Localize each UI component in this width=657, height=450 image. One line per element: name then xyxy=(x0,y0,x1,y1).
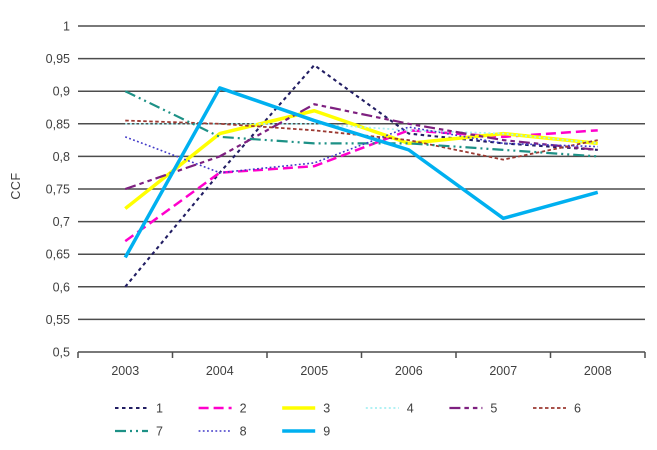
series-line-3 xyxy=(124,109,598,210)
legend-label-1: 1 xyxy=(156,402,163,416)
series-line-8 xyxy=(124,126,598,174)
series-line-7 xyxy=(124,90,598,158)
x-tick-label: 2005 xyxy=(300,364,328,378)
y-tick-label: 0,85 xyxy=(46,117,70,131)
series-line-5 xyxy=(124,103,598,191)
x-tick-label: 2006 xyxy=(395,364,423,378)
x-tick-label: 2007 xyxy=(489,364,517,378)
legend-label-3: 3 xyxy=(323,402,330,416)
legend-label-5: 5 xyxy=(490,402,497,416)
y-tick-label: 0,6 xyxy=(53,280,70,294)
series-line-2 xyxy=(124,129,598,243)
y-tick-label: 0,65 xyxy=(46,248,70,262)
y-tick-label: 0,8 xyxy=(53,150,70,164)
legend-label-7: 7 xyxy=(156,425,163,439)
x-tick-label: 2004 xyxy=(206,364,234,378)
y-tick-label: 1 xyxy=(63,20,70,34)
y-tick-label: 0,55 xyxy=(46,313,70,327)
y-tick-label: 0,75 xyxy=(46,183,70,197)
legend-label-8: 8 xyxy=(240,425,247,439)
y-axis-title: CCF xyxy=(9,172,23,200)
legend-label-6: 6 xyxy=(574,402,581,416)
legend-label-2: 2 xyxy=(240,402,247,416)
x-tick-label: 2003 xyxy=(111,364,139,378)
legend-label-9: 9 xyxy=(323,425,330,439)
x-tick-label: 2008 xyxy=(584,364,612,378)
y-tick-label: 0,95 xyxy=(46,52,70,66)
y-tick-label: 0,5 xyxy=(53,346,70,360)
series-line-9 xyxy=(123,86,599,259)
y-tick-label: 0,7 xyxy=(53,215,70,229)
legend-label-4: 4 xyxy=(407,402,414,416)
y-tick-label: 0,9 xyxy=(53,85,70,99)
